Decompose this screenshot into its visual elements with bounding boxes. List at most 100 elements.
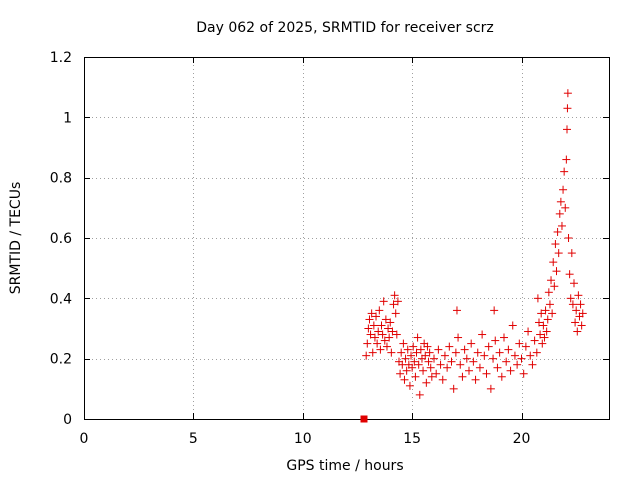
data-point (480, 351, 489, 360)
data-point (574, 291, 583, 300)
data-point (411, 372, 420, 381)
data-point (386, 318, 395, 327)
data-point (415, 390, 424, 399)
data-point (486, 384, 495, 393)
y-tick-label: 1 (63, 110, 72, 126)
data-point (539, 321, 548, 330)
x-axis-title: GPS time / hours (286, 458, 403, 474)
data-point (521, 342, 530, 351)
data-point (388, 327, 397, 336)
data-point (506, 366, 515, 375)
data-point (376, 345, 385, 354)
data-point (416, 345, 425, 354)
data-point (542, 327, 551, 336)
data-point (393, 297, 402, 306)
data-point (462, 354, 471, 363)
data-point (555, 209, 564, 218)
data-point (561, 203, 570, 212)
data-point (548, 309, 557, 318)
data-point (577, 321, 586, 330)
data-point (451, 348, 460, 357)
data-point (396, 369, 405, 378)
x-tick-label: 20 (513, 431, 531, 447)
data-point (490, 306, 499, 315)
axis-ticks (84, 57, 609, 420)
data-point (493, 363, 502, 372)
data-point (407, 351, 416, 360)
x-tick-label: 10 (294, 431, 312, 447)
data-point (445, 342, 454, 351)
data-point (427, 372, 436, 381)
data-point (484, 342, 493, 351)
data-point (573, 327, 582, 336)
data-point (500, 333, 508, 342)
data-point (545, 300, 554, 309)
data-point (489, 354, 498, 363)
y-tick-label: 0.2 (50, 352, 72, 368)
data-point (567, 249, 576, 258)
data-point (422, 378, 431, 387)
data-point (562, 155, 571, 164)
x-tick-label: 0 (80, 431, 89, 447)
data-point (570, 279, 578, 288)
data-point (391, 309, 400, 318)
data-point (440, 351, 449, 360)
data-point (373, 339, 382, 348)
data-point (571, 318, 580, 327)
data-point (513, 360, 522, 369)
x-tick-label: 5 (189, 431, 198, 447)
data-point (364, 324, 373, 333)
data-points (360, 89, 587, 423)
data-point (449, 384, 458, 393)
data-point (560, 167, 569, 176)
data-point (465, 366, 473, 375)
data-point (528, 360, 537, 369)
data-point (387, 348, 396, 357)
data-point (502, 357, 511, 366)
data-point (419, 366, 428, 375)
data-point (491, 336, 500, 345)
data-point (478, 330, 487, 339)
data-point (381, 315, 390, 324)
y-tick-labels: 0 0.2 0.4 0.6 0.8 1 1.2 (50, 50, 72, 428)
data-point (413, 333, 422, 342)
data-point (497, 372, 506, 381)
data-point (526, 351, 535, 360)
data-point (504, 345, 513, 354)
data-point (535, 318, 543, 327)
data-point (401, 354, 410, 363)
data-point (578, 309, 587, 318)
data-point (550, 282, 559, 291)
data-point (367, 309, 376, 318)
data-point (423, 342, 432, 351)
data-point (549, 258, 558, 267)
y-tick-label: 1.2 (50, 50, 72, 66)
data-point (360, 415, 368, 423)
data-point (568, 300, 577, 309)
data-point (454, 333, 463, 342)
data-point (399, 339, 408, 348)
data-point (408, 363, 417, 372)
data-point (530, 336, 539, 345)
data-point (566, 294, 575, 303)
data-point (402, 366, 411, 375)
y-tick-label: 0.6 (50, 231, 72, 247)
data-point (384, 324, 393, 333)
data-point (365, 315, 374, 324)
data-point (432, 369, 441, 378)
data-point (456, 360, 465, 369)
data-point (541, 306, 550, 315)
y-tick-label: 0.8 (50, 171, 72, 187)
data-point (434, 345, 443, 354)
grid-lines (84, 57, 609, 419)
data-point (552, 267, 561, 276)
data-point (572, 306, 581, 315)
data-point (533, 294, 542, 303)
data-point (370, 333, 379, 342)
y-tick-label: 0.4 (50, 291, 72, 307)
y-axis-title: SRMTID / TECUs (8, 182, 24, 295)
data-point (563, 89, 572, 98)
data-point (467, 339, 476, 348)
data-point (544, 288, 553, 297)
